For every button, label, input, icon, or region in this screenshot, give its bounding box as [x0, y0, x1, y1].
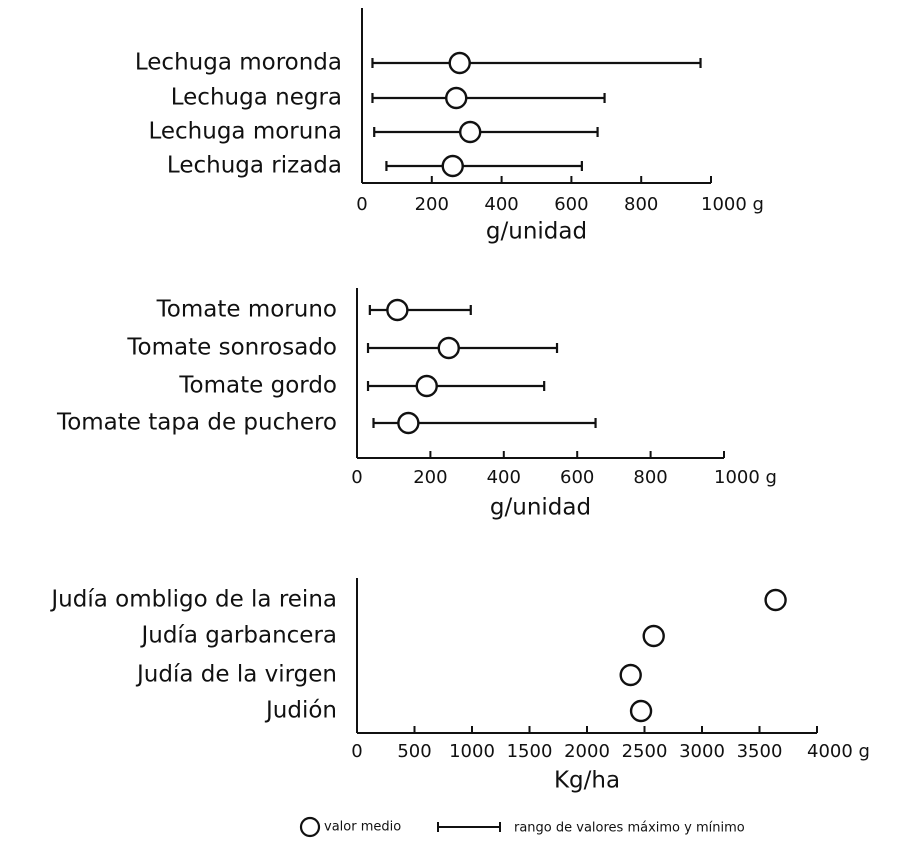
legend-marker	[299, 816, 321, 838]
mean-marker	[386, 298, 409, 322]
mean-marker	[448, 51, 471, 75]
mean-marker	[764, 588, 787, 612]
x-tick-label: 1000	[449, 741, 495, 762]
category-label: Lechuga moronda	[135, 50, 342, 76]
category-label: Tomate sonrosado	[126, 335, 337, 361]
x-axis-label: g/unidad	[490, 495, 591, 521]
x-tick-label: 600	[554, 194, 588, 215]
category-label: Lechuga negra	[171, 85, 342, 111]
category-label: Tomate gordo	[178, 373, 337, 399]
mean-marker	[445, 86, 468, 110]
x-tick-label: 0	[356, 194, 367, 215]
x-tick-label: 800	[624, 194, 658, 215]
x-tick-label: 500	[397, 741, 431, 762]
mean-marker	[441, 154, 464, 178]
x-tick-label: 4000 g	[807, 741, 870, 762]
x-tick-label: 1000 g	[714, 467, 777, 488]
category-label: Judía ombligo de la reina	[49, 587, 337, 613]
category-label: Judía garbancera	[139, 623, 337, 649]
x-tick-label: 200	[413, 467, 447, 488]
mean-marker	[437, 336, 460, 360]
category-label: Tomate tapa de puchero	[56, 410, 337, 436]
mean-marker	[397, 411, 420, 435]
x-tick-label: 600	[560, 467, 594, 488]
x-tick-label: 2000	[564, 741, 610, 762]
legend-label: valor medio	[324, 820, 401, 835]
category-label: Tomate moruno	[156, 297, 337, 323]
x-axis-label: g/unidad	[486, 219, 587, 245]
x-tick-label: 1000 g	[701, 194, 764, 215]
x-tick-label: 0	[351, 741, 362, 762]
mean-marker	[619, 663, 642, 687]
mean-marker	[458, 120, 482, 144]
x-tick-label: 3500	[737, 741, 783, 762]
x-tick-label: 1500	[507, 741, 553, 762]
mean-marker	[642, 624, 665, 648]
x-tick-label: 400	[487, 467, 521, 488]
x-tick-label: 2500	[622, 741, 668, 762]
x-tick-label: 200	[415, 194, 449, 215]
mean-marker	[629, 699, 653, 723]
x-tick-label: 400	[484, 194, 518, 215]
mean-marker	[415, 374, 438, 398]
x-axis-label: Kg/ha	[554, 768, 620, 794]
x-tick-label: 0	[351, 467, 362, 488]
x-tick-label: 800	[633, 467, 667, 488]
category-label: Lechuga rizada	[167, 153, 342, 179]
category-label: Lechuga moruna	[148, 119, 342, 145]
category-label: Judión	[264, 698, 337, 724]
category-label: Judía de la virgen	[135, 662, 337, 688]
legend-label: rango de valores máximo y mínimo	[514, 821, 745, 836]
x-tick-label: 3000	[679, 741, 725, 762]
